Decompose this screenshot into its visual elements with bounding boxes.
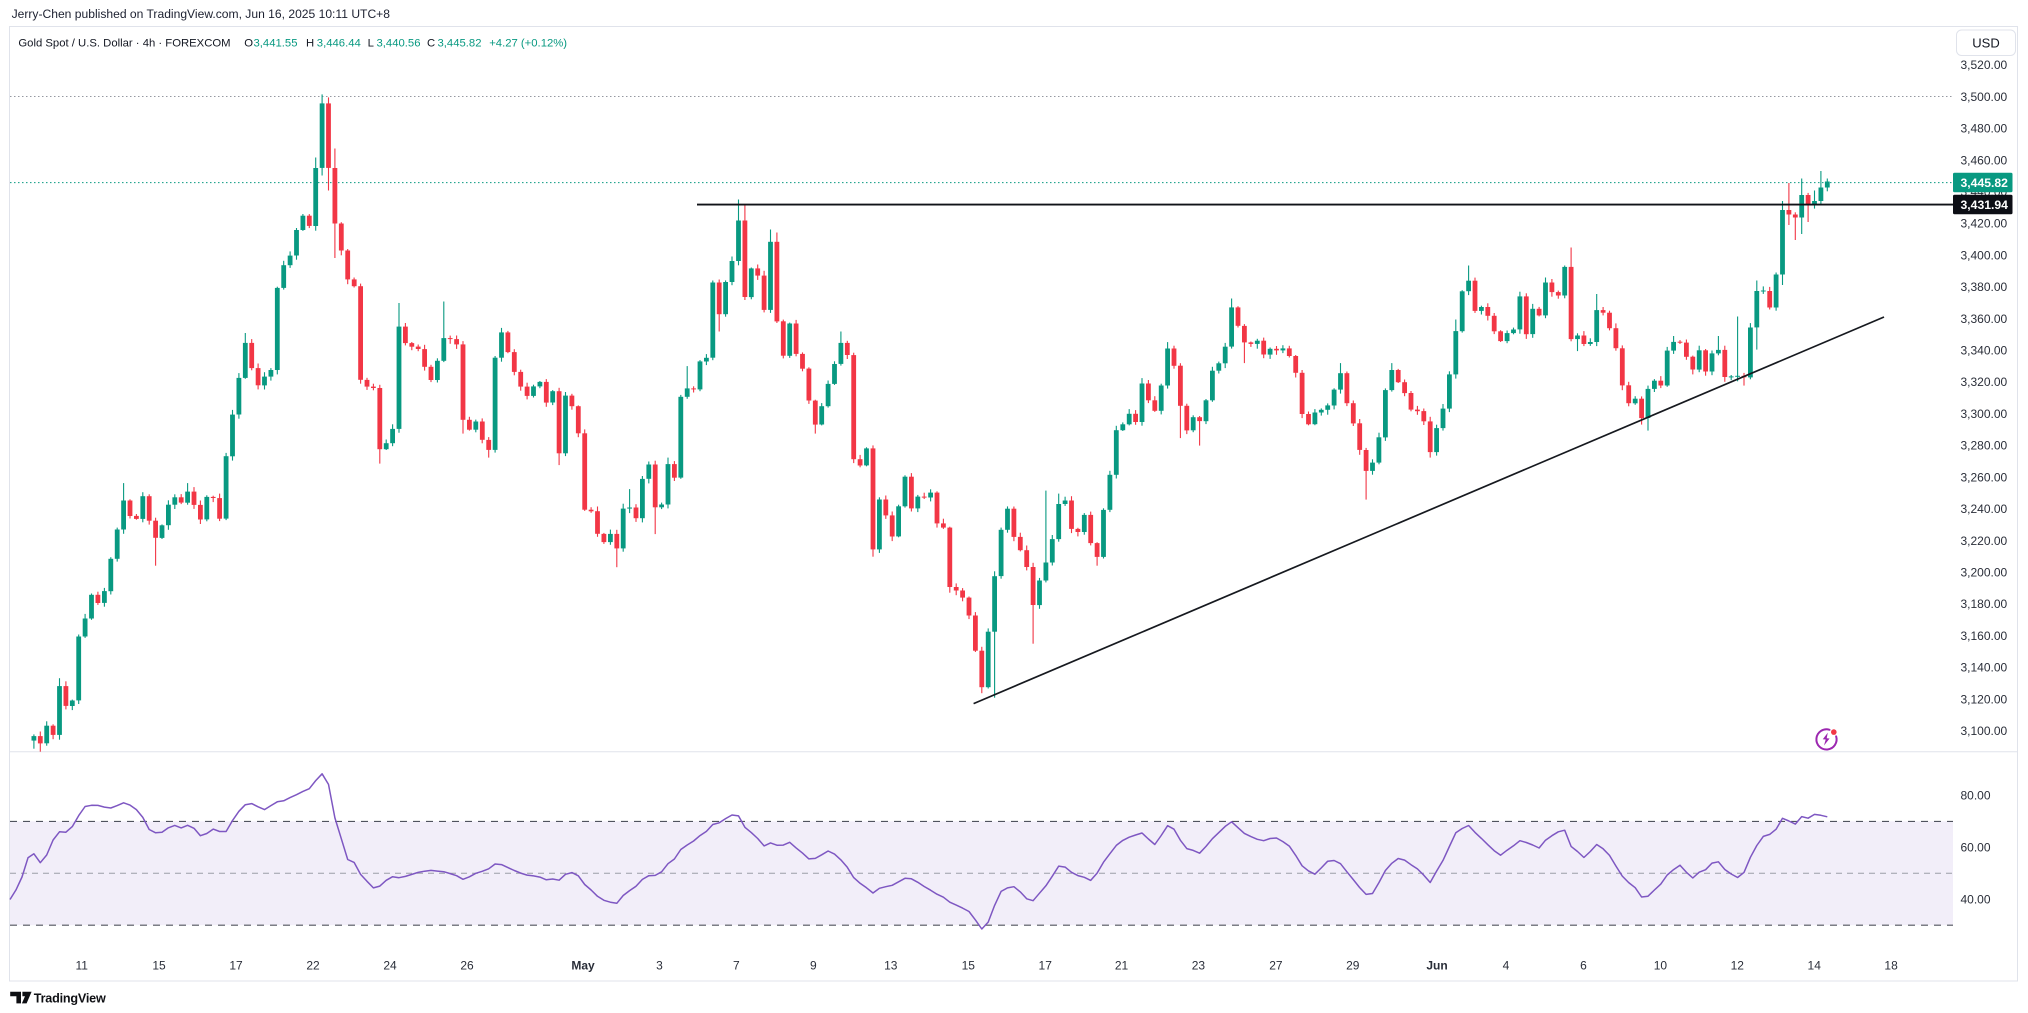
svg-text:Jerry-Chen published on Tradin: Jerry-Chen published on TradingView.com,…: [12, 7, 391, 21]
svg-text:3,300.00: 3,300.00: [1961, 407, 2008, 421]
svg-text:13: 13: [884, 958, 898, 972]
svg-text:15: 15: [152, 958, 166, 972]
svg-text:24: 24: [383, 958, 397, 972]
svg-text:9: 9: [810, 958, 817, 972]
svg-text:80.00: 80.00: [1961, 789, 1991, 803]
svg-text:3,380.00: 3,380.00: [1961, 280, 2008, 294]
svg-text:L: L: [368, 38, 374, 50]
svg-text:17: 17: [229, 958, 243, 972]
svg-text:3,400.00: 3,400.00: [1961, 248, 2008, 262]
svg-text:3,420.00: 3,420.00: [1961, 217, 2008, 231]
svg-text:H: H: [306, 38, 314, 50]
svg-text:3,500.00: 3,500.00: [1961, 90, 2008, 104]
svg-text:12: 12: [1731, 958, 1745, 972]
svg-text:10: 10: [1654, 958, 1668, 972]
svg-text:3,200.00: 3,200.00: [1961, 565, 2008, 579]
svg-text:23: 23: [1192, 958, 1206, 972]
svg-text:3,446.44: 3,446.44: [317, 38, 361, 50]
svg-text:3,280.00: 3,280.00: [1961, 439, 2008, 453]
svg-text:21: 21: [1115, 958, 1129, 972]
svg-text:7: 7: [733, 958, 740, 972]
svg-text:6: 6: [1580, 958, 1587, 972]
svg-text:3,440.56: 3,440.56: [377, 38, 421, 50]
svg-text:3,360.00: 3,360.00: [1961, 312, 2008, 326]
svg-text:3,320.00: 3,320.00: [1961, 375, 2008, 389]
svg-text:40.00: 40.00: [1961, 892, 1991, 906]
svg-text:3,240.00: 3,240.00: [1961, 502, 2008, 516]
svg-text:26: 26: [460, 958, 474, 972]
svg-text:C: C: [427, 38, 435, 50]
svg-text:14: 14: [1808, 958, 1822, 972]
svg-text:3,260.00: 3,260.00: [1961, 470, 2008, 484]
svg-text:3,160.00: 3,160.00: [1961, 629, 2008, 643]
svg-text:3,520.00: 3,520.00: [1961, 58, 2008, 72]
svg-text:Gold Spot / U.S. Dollar · 4h ·: Gold Spot / U.S. Dollar · 4h · FOREXCOM: [18, 38, 230, 50]
svg-text:3,431.94: 3,431.94: [1961, 198, 2009, 212]
svg-text:3,445.82: 3,445.82: [1961, 176, 2009, 190]
svg-text:3,445.82: 3,445.82: [438, 38, 482, 50]
svg-text:11: 11: [75, 958, 88, 972]
svg-text:60.00: 60.00: [1961, 841, 1991, 855]
svg-text:3,441.55: 3,441.55: [254, 38, 298, 50]
svg-text:USD: USD: [1972, 36, 1999, 51]
svg-text:18: 18: [1884, 958, 1898, 972]
svg-text:17: 17: [1039, 958, 1053, 972]
svg-text:+4.27 (+0.12%): +4.27 (+0.12%): [489, 38, 567, 50]
svg-text:4: 4: [1503, 958, 1510, 972]
svg-text:3,480.00: 3,480.00: [1961, 122, 2008, 136]
svg-text:3,180.00: 3,180.00: [1961, 597, 2008, 611]
svg-text:Jun: Jun: [1426, 958, 1447, 972]
svg-text:3,140.00: 3,140.00: [1961, 661, 2008, 675]
svg-text:27: 27: [1269, 958, 1283, 972]
svg-text:15: 15: [962, 958, 976, 972]
svg-text:3,340.00: 3,340.00: [1961, 344, 2008, 358]
svg-text:TradingView: TradingView: [34, 991, 106, 1005]
svg-text:3,220.00: 3,220.00: [1961, 534, 2008, 548]
svg-text:29: 29: [1346, 958, 1360, 972]
svg-text:O: O: [244, 38, 253, 50]
svg-text:3: 3: [656, 958, 663, 972]
svg-text:May: May: [571, 958, 595, 972]
svg-text:3,460.00: 3,460.00: [1961, 153, 2008, 167]
svg-text:3,120.00: 3,120.00: [1961, 692, 2008, 706]
svg-text:3,100.00: 3,100.00: [1961, 724, 2008, 738]
svg-text:22: 22: [306, 958, 320, 972]
